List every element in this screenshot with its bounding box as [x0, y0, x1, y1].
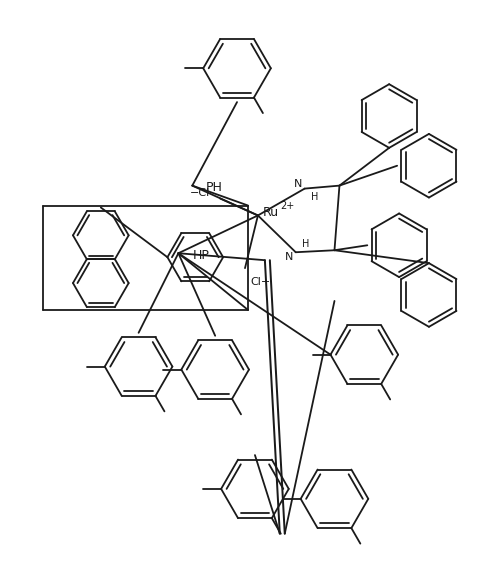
Text: HP: HP: [192, 249, 209, 262]
Text: 2+: 2+: [280, 201, 294, 211]
Text: PH: PH: [206, 181, 223, 194]
Text: −Cl: −Cl: [190, 188, 210, 198]
Text: Ru: Ru: [263, 206, 279, 219]
Text: H: H: [311, 191, 318, 201]
Text: Cl−: Cl−: [250, 277, 270, 287]
Text: N: N: [285, 252, 294, 262]
Text: H: H: [302, 239, 309, 249]
Text: N: N: [294, 178, 303, 188]
